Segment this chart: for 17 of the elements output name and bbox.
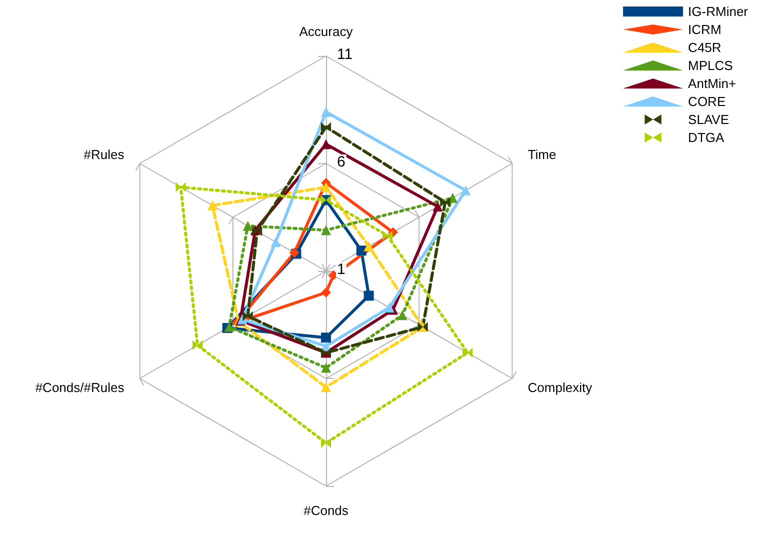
spoke-label: #Conds [304, 503, 349, 518]
legend-label: MPLCS [688, 58, 734, 73]
legend-label: DTGA [688, 130, 724, 145]
spoke-label: Accuracy [299, 24, 354, 39]
legend-label: ICRM [688, 22, 722, 37]
legend-label: C45R [688, 40, 722, 55]
legend-label: IG-RMiner [688, 4, 749, 19]
y-tick-label: 11 [337, 46, 353, 63]
spoke-label: #Conds/#Rules [35, 380, 125, 395]
spoke-label: #Rules [84, 147, 125, 162]
legend-label: AntMin+ [688, 76, 736, 91]
legend-label: CORE [688, 94, 726, 109]
legend-label: SLAVE [688, 112, 730, 127]
y-tick-label: 6 [337, 154, 346, 170]
spoke-label: Complexity [528, 380, 593, 395]
y-tick-label: 1 [337, 261, 346, 278]
spoke-label: Time [528, 147, 556, 162]
